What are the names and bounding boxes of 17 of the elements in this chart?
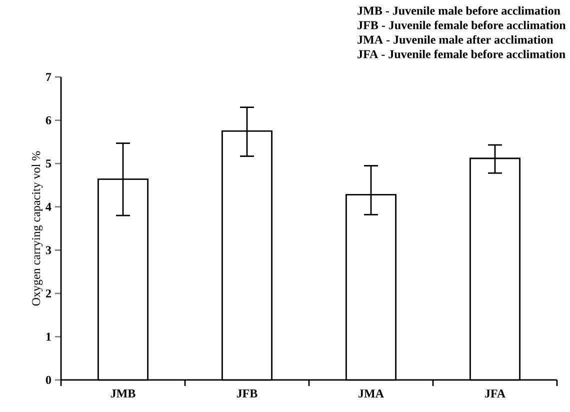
- text: JMA - Juvenile male after acclimation: [358, 35, 554, 44]
- y-tick-label: 0: [46, 376, 52, 384]
- x-tick-label: JFA: [484, 390, 506, 398]
- text: JMB - Juvenile male before acclimation: [358, 6, 560, 15]
- text: JFA - Juvenile female before acclimation: [358, 50, 566, 58]
- y-tick-label: 6: [46, 116, 52, 124]
- y-tick-label: 4: [46, 202, 52, 211]
- text: JFB - Juvenile female before acclimation: [358, 20, 566, 30]
- x-tick-label: JMB: [110, 390, 136, 398]
- y-tick-label: 3: [46, 246, 52, 254]
- y-tick-label: 2: [46, 289, 51, 298]
- y-tick-label: 1: [46, 332, 51, 341]
- y-tick-label: 5: [46, 160, 52, 168]
- y-axis-title: Oxygen carrying capacity vol %: [32, 151, 43, 306]
- x-tick-label: JMA: [358, 390, 384, 398]
- y-tick-label: 7: [46, 73, 52, 81]
- x-tick-label: JFB: [236, 390, 258, 398]
